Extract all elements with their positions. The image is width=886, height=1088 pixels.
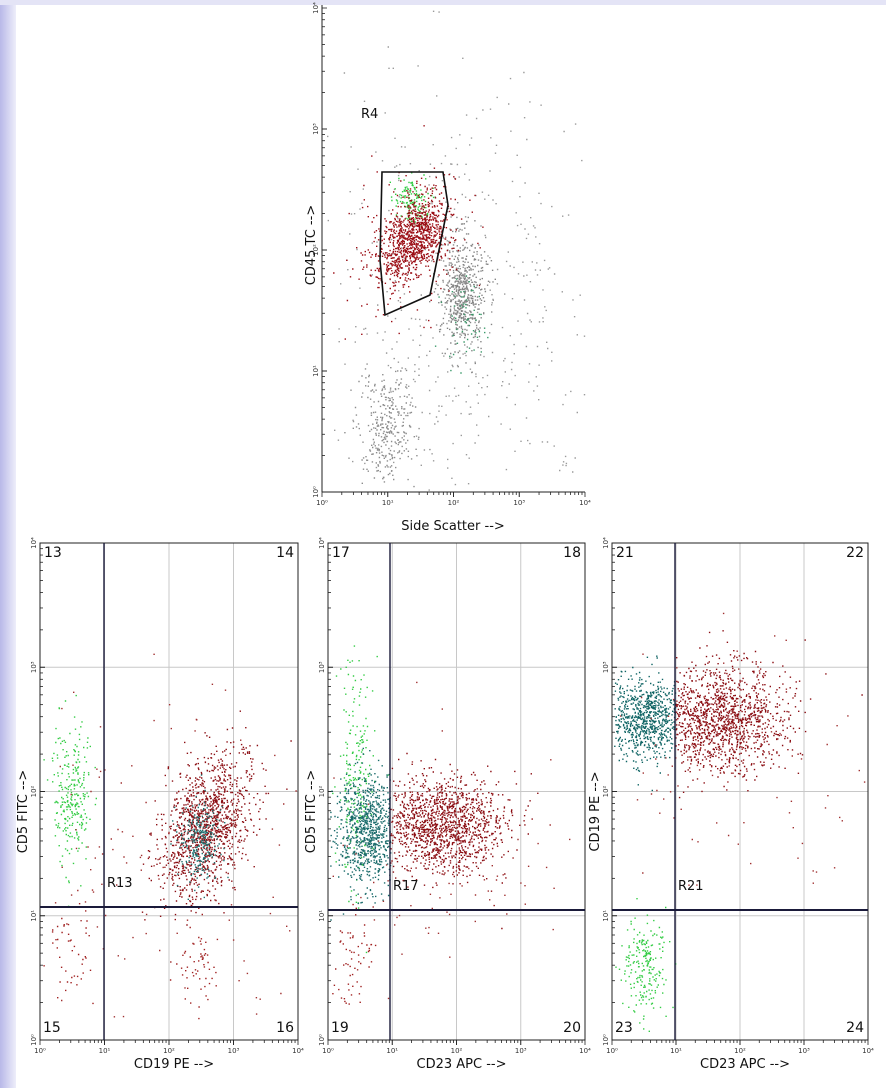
quadrant-plot: 10⁰ 10¹ 10² 10³ 10⁴ 10⁰ 10¹ 10² 10³ 10⁴ 21 22 23 24 R2… (588, 537, 874, 1072)
dot-cloud (327, 10, 586, 491)
quadrant-label: 18 (563, 545, 581, 561)
y-tick-label: 10¹ (312, 365, 320, 377)
dot-cloud (346, 167, 473, 318)
y-tick-label: 10⁰ (318, 1034, 326, 1046)
top-strip (0, 0, 886, 5)
side-strip (0, 0, 16, 1088)
x-tick-label: 10¹ (670, 1047, 682, 1055)
y-tick-label: 10¹ (318, 910, 326, 922)
dot-cloud (43, 889, 105, 1005)
region-label: R13 (107, 876, 133, 891)
quadrant-label: 22 (846, 545, 864, 561)
y-tick-label: 10⁴ (30, 537, 38, 549)
dot-cloud (332, 903, 377, 1005)
region-label: R4 (361, 107, 378, 122)
quadrant-label: 23 (615, 1020, 633, 1036)
x-tick-label: 10⁰ (606, 1047, 618, 1055)
region-label: R17 (393, 879, 419, 894)
y-tick-label: 10⁰ (602, 1034, 610, 1046)
side-scatter-plot: 10⁰ 10¹ 10² 10³ 10⁴ 10⁰ 10¹ 10² 10³ 10⁴ R4 CD45 TC … (304, 2, 591, 534)
y-tick-label: 10¹ (30, 910, 38, 922)
y-axis-title: CD5 FITC --> (304, 770, 319, 853)
x-tick-label: 10² (734, 1047, 746, 1055)
quadrant-label: 17 (332, 545, 350, 561)
dot-cloud (330, 747, 392, 921)
x-tick-label: 10³ (515, 1047, 527, 1055)
x-axis-title: CD19 PE --> (134, 1057, 214, 1072)
y-tick-label: 10⁰ (30, 1034, 38, 1046)
dot-cloud (141, 710, 292, 926)
y-tick-label: 10¹ (602, 910, 610, 922)
x-tick-label: 10⁰ (316, 499, 328, 507)
y-tick-label: 10⁴ (312, 2, 320, 14)
y-tick-label: 10³ (602, 661, 610, 673)
x-tick-label: 10⁰ (322, 1047, 334, 1055)
dot-cloud (675, 630, 863, 799)
quadrant-label: 20 (563, 1020, 581, 1036)
x-tick-label: 10³ (513, 499, 525, 507)
x-tick-label: 10¹ (99, 1047, 111, 1055)
y-axis-title: CD45 TC --> (304, 205, 319, 285)
x-tick-label: 10² (451, 1047, 463, 1055)
dot-cloud (614, 655, 677, 792)
x-tick-label: 10² (448, 499, 460, 507)
x-tick-label: 10³ (228, 1047, 240, 1055)
dot-cloud (389, 172, 435, 227)
x-tick-label: 10³ (798, 1047, 810, 1055)
dot-cloud (169, 898, 219, 1020)
quadrant-label: 19 (331, 1020, 349, 1036)
quadrant-label: 21 (616, 545, 634, 561)
x-tick-label: 10⁴ (862, 1047, 874, 1055)
dot-cloud (43, 694, 97, 907)
y-tick-label: 10² (318, 785, 326, 797)
gate-r4 (379, 171, 449, 317)
y-axis-title: CD19 PE --> (588, 771, 603, 851)
x-tick-label: 10⁴ (292, 1047, 304, 1055)
dot-cloud (615, 898, 677, 1032)
y-tick-label: 10³ (30, 661, 38, 673)
y-tick-label: 10³ (318, 661, 326, 673)
y-tick-label: 10³ (312, 123, 320, 135)
quadrant-label: 16 (276, 1020, 294, 1036)
quadrant-label: 24 (846, 1020, 864, 1036)
quadrant-label: 13 (44, 545, 62, 561)
y-tick-label: 10² (602, 785, 610, 797)
x-tick-label: 10² (163, 1047, 175, 1055)
dot-cloud (170, 774, 229, 900)
x-tick-label: 10⁴ (579, 499, 591, 507)
dot-cloud (390, 752, 539, 930)
y-tick-label: 10⁰ (312, 486, 320, 498)
y-tick-label: 10² (312, 244, 320, 256)
quadrant-label: 14 (276, 545, 294, 561)
quadrant-plot: 10⁰ 10¹ 10² 10³ 10⁴ 10⁰ 10¹ 10² 10³ 10⁴ 13 14 15 16 R1… (16, 537, 304, 1072)
y-tick-label: 10⁴ (602, 537, 610, 549)
y-axis-title: CD5 FITC --> (16, 770, 31, 853)
x-axis-title: CD23 APC --> (417, 1057, 507, 1072)
dot-cloud (344, 304, 431, 488)
region-label: R21 (678, 879, 704, 894)
y-tick-label: 10² (30, 785, 38, 797)
quadrant-plot: 10⁰ 10¹ 10² 10³ 10⁴ 10⁰ 10¹ 10² 10³ 10⁴ 17 18 19 20 R1… (304, 537, 591, 1072)
x-tick-label: 10¹ (386, 1047, 398, 1055)
x-axis-title: Side Scatter --> (401, 519, 505, 534)
x-tick-label: 10¹ (382, 499, 394, 507)
x-tick-label: 10⁰ (34, 1047, 46, 1055)
quadrant-label: 15 (43, 1020, 61, 1036)
x-tick-label: 10⁴ (579, 1047, 591, 1055)
y-tick-label: 10⁴ (318, 537, 326, 549)
x-axis-title: CD23 APC --> (700, 1057, 790, 1072)
